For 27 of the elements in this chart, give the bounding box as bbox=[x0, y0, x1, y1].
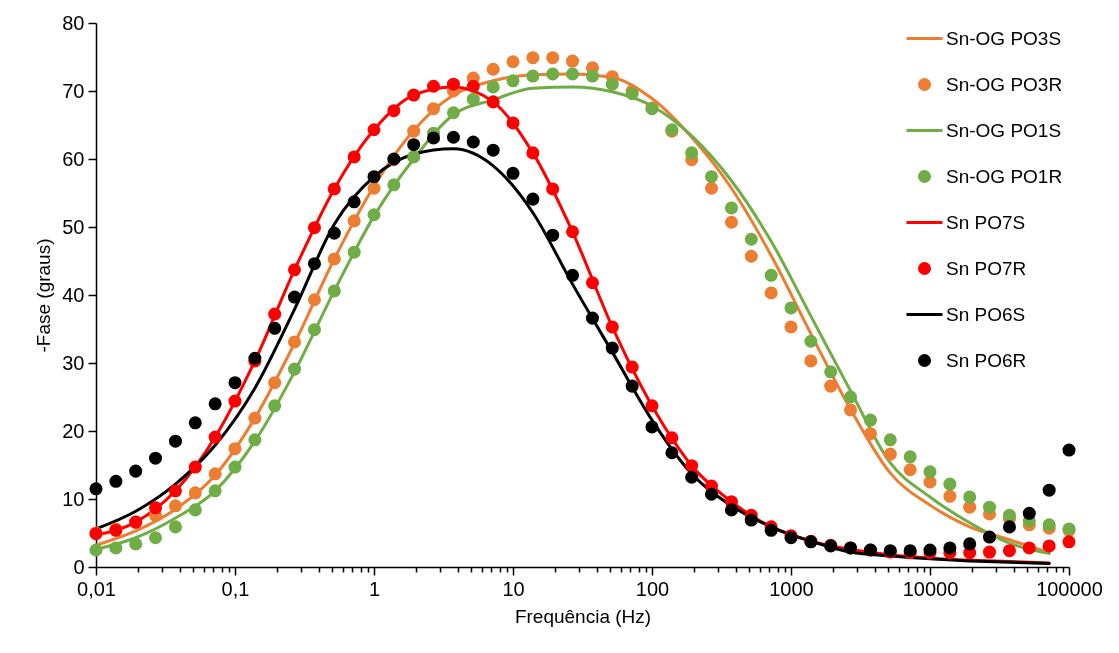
legend-label: Sn PO6R bbox=[946, 349, 1027, 371]
x-tick-label: 100 bbox=[635, 577, 670, 600]
legend-label: Sn PO6S bbox=[946, 303, 1026, 325]
legend-label: Sn-OG PO3S bbox=[946, 27, 1062, 49]
y-tick-label: 30 bbox=[62, 351, 85, 374]
y-tick-label: 60 bbox=[62, 147, 85, 170]
y-tick-label: 0 bbox=[73, 555, 85, 578]
x-tick-label: 1000 bbox=[769, 577, 814, 600]
legend-label: Sn-OG PO1R bbox=[946, 165, 1063, 187]
y-tick-label: 10 bbox=[62, 487, 85, 510]
y-axis-title: -Fase (graus) bbox=[33, 238, 55, 353]
legend-label: Sn-OG PO1S bbox=[946, 119, 1062, 141]
x-axis-title: Frequência (Hz) bbox=[514, 605, 652, 627]
y-tick-label: 80 bbox=[62, 11, 85, 34]
x-tick-label: 1 bbox=[368, 577, 381, 600]
x-tick-label: 100000 bbox=[1036, 577, 1103, 600]
x-tick-label: 10 bbox=[502, 577, 525, 600]
x-tick-label: 0,1 bbox=[221, 577, 250, 600]
y-tick-label: 50 bbox=[62, 215, 85, 238]
x-tick-label: 10000 bbox=[902, 577, 959, 600]
y-tick-label: 70 bbox=[62, 79, 85, 102]
y-tick-label: 20 bbox=[62, 419, 85, 442]
legend-label: Sn PO7S bbox=[946, 211, 1026, 233]
y-tick-label: 40 bbox=[62, 283, 85, 306]
legend-label: Sn PO7R bbox=[946, 257, 1027, 279]
legend-label: Sn-OG PO3R bbox=[946, 73, 1063, 95]
x-tick-label: 0,01 bbox=[77, 577, 116, 600]
